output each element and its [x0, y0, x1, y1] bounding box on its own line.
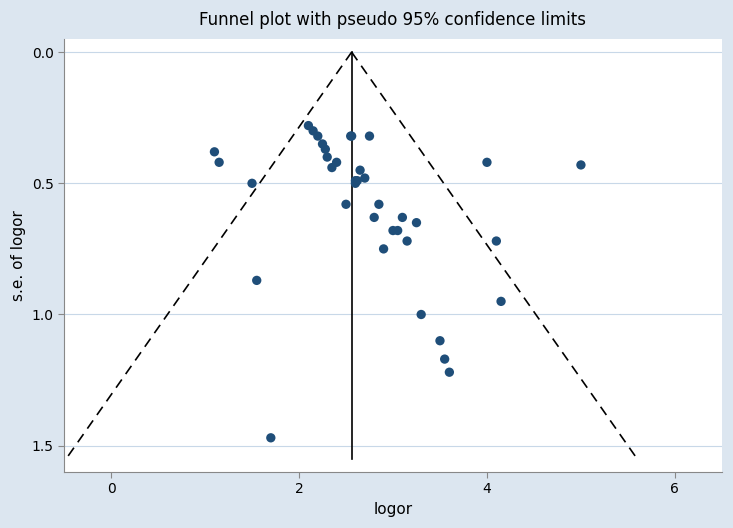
Point	[410, 219, 422, 227]
Point	[320, 145, 331, 154]
X-axis label: logor: logor	[373, 502, 413, 517]
Point	[397, 213, 408, 222]
Point	[345, 132, 356, 140]
Point	[359, 174, 371, 182]
Point	[373, 200, 385, 209]
Point	[490, 237, 502, 245]
Point	[416, 310, 427, 319]
Point	[575, 161, 587, 169]
Point	[481, 158, 493, 166]
Point	[340, 200, 352, 209]
Point	[350, 176, 361, 185]
Point	[351, 176, 363, 185]
Point	[368, 213, 380, 222]
Point	[307, 127, 319, 135]
Point	[346, 132, 358, 140]
Point	[246, 179, 258, 187]
Y-axis label: s.e. of logor: s.e. of logor	[11, 210, 26, 301]
Point	[439, 355, 451, 363]
Point	[265, 433, 276, 442]
Point	[326, 163, 338, 172]
Point	[213, 158, 225, 166]
Point	[303, 121, 314, 130]
Title: Funnel plot with pseudo 95% confidence limits: Funnel plot with pseudo 95% confidence l…	[199, 11, 586, 29]
Point	[312, 132, 324, 140]
Point	[350, 179, 361, 187]
Point	[251, 276, 262, 285]
Point	[377, 244, 389, 253]
Point	[434, 336, 446, 345]
Point	[387, 227, 399, 235]
Point	[354, 166, 366, 174]
Point	[321, 153, 333, 161]
Point	[331, 158, 342, 166]
Point	[392, 227, 404, 235]
Point	[209, 148, 221, 156]
Point	[496, 297, 507, 306]
Point	[364, 132, 375, 140]
Point	[317, 140, 328, 148]
Point	[401, 237, 413, 245]
Point	[443, 368, 455, 376]
